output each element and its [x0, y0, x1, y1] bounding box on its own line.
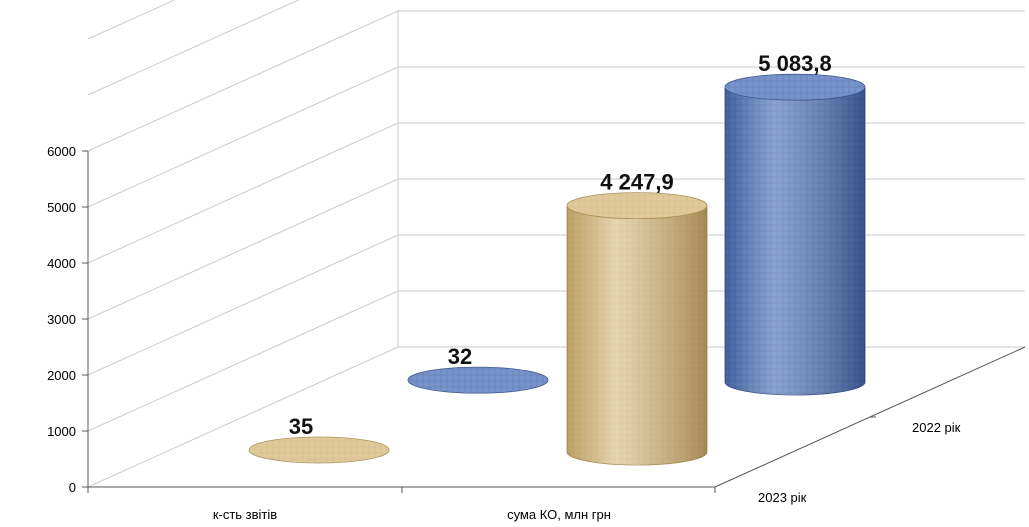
z-tick-label: 2023 рік [758, 490, 807, 505]
axes: 0 1000 2000 3000 4000 5000 6000 к-сть звітів сум… [47, 144, 1026, 522]
bar-shading [725, 87, 865, 396]
y-tick-label: 3000 [47, 312, 76, 327]
x-tick-label: к-сть звітів [213, 507, 277, 522]
bar-2023-рік-0 [248, 436, 390, 464]
y-tick-label: 2000 [47, 368, 76, 383]
y-tick-label: 5000 [47, 200, 76, 215]
bar-top-highlight [725, 74, 865, 101]
gridline-side [87, 290, 399, 432]
y-tick-label: 4000 [47, 256, 76, 271]
bar-top [724, 73, 866, 101]
data-label: 4 247,9 [600, 170, 673, 195]
gridline-side [87, 66, 399, 208]
data-labels: 32 5 083,8 35 4 247,9 [289, 51, 832, 439]
bar-2023-рік-1 [566, 192, 708, 466]
bars [248, 73, 866, 466]
bar-2022-рік-1 [724, 73, 866, 396]
bar-shading [567, 205, 707, 465]
bar-top-highlight [408, 367, 548, 394]
bar-top [407, 366, 549, 394]
z-tick-label: 2022 рік [912, 420, 961, 435]
gridlines [87, 0, 1025, 488]
x-tick-label: сума КО, млн грн [507, 507, 611, 522]
data-label: 35 [289, 414, 313, 439]
y-tick-label: 0 [69, 480, 76, 495]
data-label: 32 [448, 344, 472, 369]
bar-top [248, 436, 390, 464]
gridline-side [87, 10, 399, 152]
bar-2022-рік-0 [407, 366, 549, 394]
gridline-side [87, 122, 399, 264]
data-label: 5 083,8 [758, 51, 831, 76]
bar-top-highlight [249, 436, 389, 463]
gridline-side [87, 234, 399, 376]
gridline-side [87, 0, 300, 96]
bar-top-highlight [567, 192, 707, 219]
gridline-side [87, 346, 399, 488]
gridline-side [87, 0, 176, 40]
bar-top [566, 192, 708, 220]
y-tick-label: 6000 [47, 144, 76, 159]
gridline-side [87, 178, 399, 320]
y-tick-label: 1000 [47, 424, 76, 439]
